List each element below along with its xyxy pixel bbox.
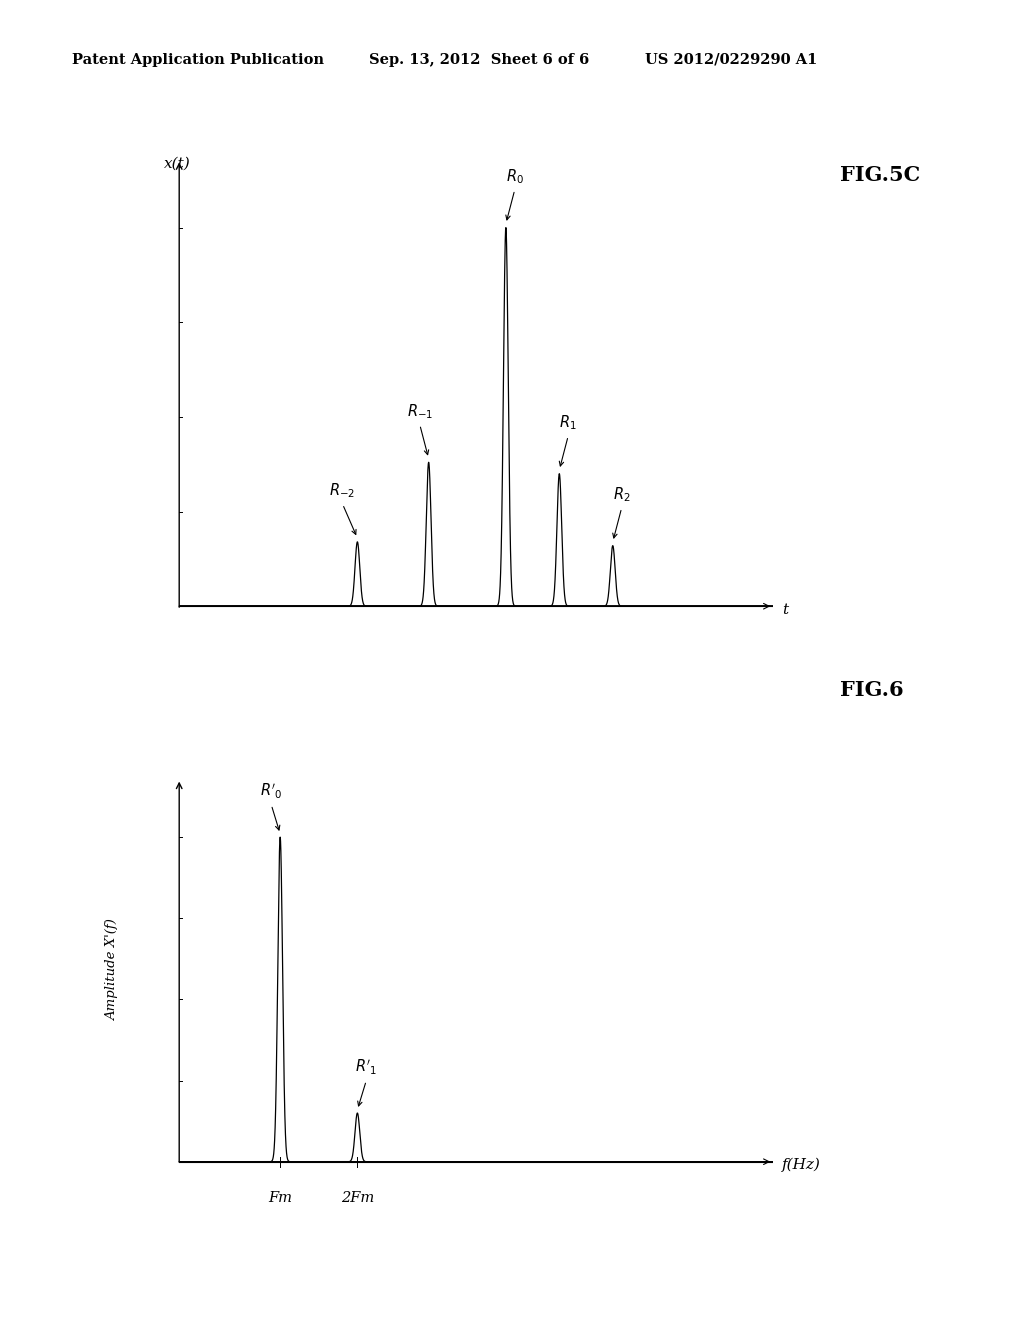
Text: t: t [782,603,788,616]
Text: 2Fm: 2Fm [341,1191,374,1205]
Text: $R_1$: $R_1$ [559,413,578,432]
Text: FIG.6: FIG.6 [840,680,903,700]
Text: f(Hz): f(Hz) [782,1158,821,1172]
Text: $R_2$: $R_2$ [613,486,631,504]
Text: $R_{-2}$: $R_{-2}$ [330,482,355,500]
Text: $R_0$: $R_0$ [506,168,523,186]
Text: Patent Application Publication: Patent Application Publication [72,53,324,67]
Text: Sep. 13, 2012  Sheet 6 of 6: Sep. 13, 2012 Sheet 6 of 6 [369,53,589,67]
Text: $R'_0$: $R'_0$ [260,783,283,801]
Text: FIG.5C: FIG.5C [840,165,920,185]
Text: Amplitude X'(f): Amplitude X'(f) [106,919,119,1022]
Text: $R_{-1}$: $R_{-1}$ [407,403,433,421]
Text: Fm: Fm [268,1191,292,1205]
Text: $R'_1$: $R'_1$ [355,1059,378,1077]
Text: x(t): x(t) [164,156,191,170]
Text: US 2012/0229290 A1: US 2012/0229290 A1 [645,53,817,67]
